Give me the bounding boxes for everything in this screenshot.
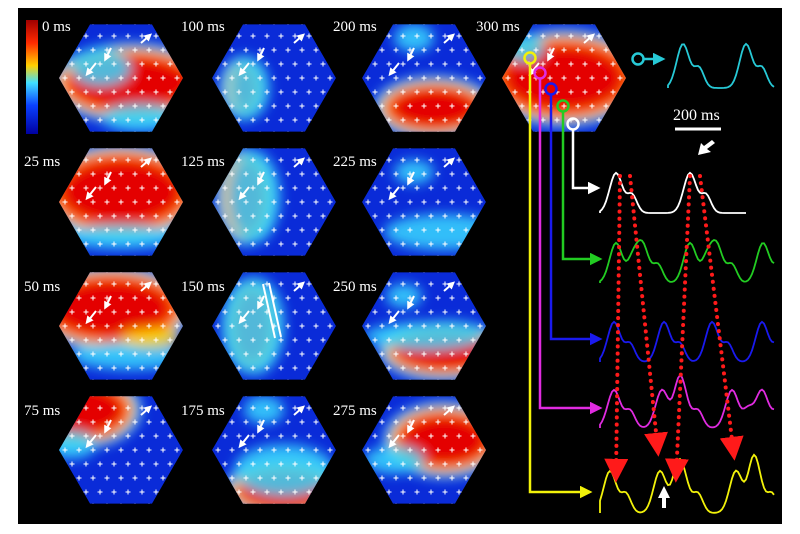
trace-green	[599, 239, 775, 283]
activation-map	[212, 272, 336, 380]
activation-map	[59, 148, 183, 256]
trace-white	[599, 171, 746, 214]
propagation-arrows	[85, 33, 153, 77]
timing-dotted-lines	[604, 174, 744, 483]
timing-dotted-line	[628, 174, 669, 457]
timing-dotted-line	[664, 174, 692, 483]
time-label-275: 275 ms	[333, 403, 377, 419]
electrode-green	[556, 99, 570, 113]
electrode-magenta	[533, 66, 547, 80]
colorbar-label: 0 ms	[42, 19, 71, 35]
time-label-225: 225 ms	[333, 154, 377, 170]
propagation-arrows	[238, 281, 306, 325]
electrode-blue	[544, 82, 558, 96]
time-label-150: 150 ms	[181, 279, 225, 295]
trace-cyan	[667, 42, 775, 89]
propagation-arrows	[85, 405, 153, 449]
activation-map	[212, 148, 336, 256]
activation-maps	[59, 24, 626, 504]
trace-blue	[599, 320, 775, 363]
propagation-arrows	[238, 405, 306, 449]
propagation-arrows	[85, 157, 153, 201]
time-labels: 25 ms 50 ms 75 ms 100 ms 125 ms 150 ms 1…	[24, 19, 520, 419]
trace-magenta	[599, 374, 775, 429]
propagation-arrows	[388, 157, 456, 201]
propagation-arrows	[238, 157, 306, 201]
activation-map	[59, 396, 183, 504]
scale-bar: 200 ms	[673, 107, 721, 131]
time-label-300: 300 ms	[476, 19, 520, 35]
electrode-cyan	[631, 52, 645, 66]
arrow-down-white	[698, 140, 715, 155]
activation-map	[212, 24, 336, 132]
propagation-arrows	[238, 33, 306, 77]
time-label-25: 25 ms	[24, 154, 60, 170]
scale-bar-label: 200 ms	[673, 107, 720, 124]
arrow-up-white	[658, 486, 670, 508]
propagation-arrows	[388, 33, 456, 77]
conduction-block-marker	[262, 282, 282, 339]
highlight-arrows	[658, 140, 715, 508]
activation-map	[362, 396, 486, 504]
timing-dotted-line	[698, 174, 744, 461]
electrode-yellow	[523, 51, 537, 65]
time-label-125: 125 ms	[181, 154, 225, 170]
propagation-arrows	[528, 33, 596, 77]
electrode-leaders	[528, 52, 666, 499]
propagation-arrows	[388, 281, 456, 325]
time-label-175: 175 ms	[181, 403, 225, 419]
colorbar	[26, 20, 38, 134]
electrode-white	[566, 117, 580, 131]
electrode-markers	[523, 51, 645, 131]
timing-dotted-line	[604, 174, 629, 483]
propagation-arrows	[388, 405, 456, 449]
time-label-50: 50 ms	[24, 279, 60, 295]
time-label-75: 75 ms	[24, 403, 60, 419]
time-label-200: 200 ms	[333, 19, 377, 35]
trace-yellow	[599, 453, 775, 514]
figure-canvas: 0 ms 25 ms 50 ms 75 ms 100 ms 125 ms 150…	[24, 19, 775, 514]
propagation-arrows	[85, 281, 153, 325]
activation-map	[362, 24, 486, 132]
time-label-250: 250 ms	[333, 279, 377, 295]
electrode-grid	[59, 396, 183, 504]
activation-map	[59, 24, 183, 132]
figure-panel: 0 ms 25 ms 50 ms 75 ms 100 ms 125 ms 150…	[18, 8, 782, 524]
time-label-100: 100 ms	[181, 19, 225, 35]
